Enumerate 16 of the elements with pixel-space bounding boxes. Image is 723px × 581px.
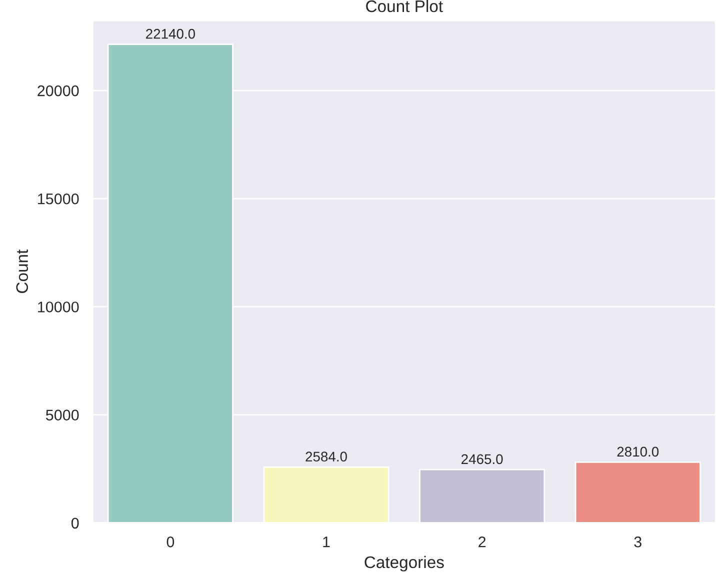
data-label: 22140.0: [146, 28, 196, 39]
y-tick-label: 20000: [38, 85, 79, 96]
y-axis-title: Count: [16, 250, 28, 294]
x-tick-label: 0: [166, 536, 174, 548]
x-tick-label: 2: [478, 536, 486, 548]
data-label: 2810.0: [617, 446, 659, 457]
y-tick-label: 10000: [38, 302, 79, 312]
x-tick-label: 3: [634, 536, 642, 548]
data-label: 2465.0: [462, 454, 503, 464]
y-tick-label: 15000: [38, 193, 79, 204]
chart-title: Count Plot: [366, 0, 443, 12]
y-tick-label: 5000: [46, 410, 79, 420]
x-axis-title: Categories: [364, 556, 444, 572]
x-tick-label: 1: [323, 536, 330, 548]
data-label: 2584.0: [306, 452, 347, 462]
y-tick-label: 0: [71, 518, 79, 529]
